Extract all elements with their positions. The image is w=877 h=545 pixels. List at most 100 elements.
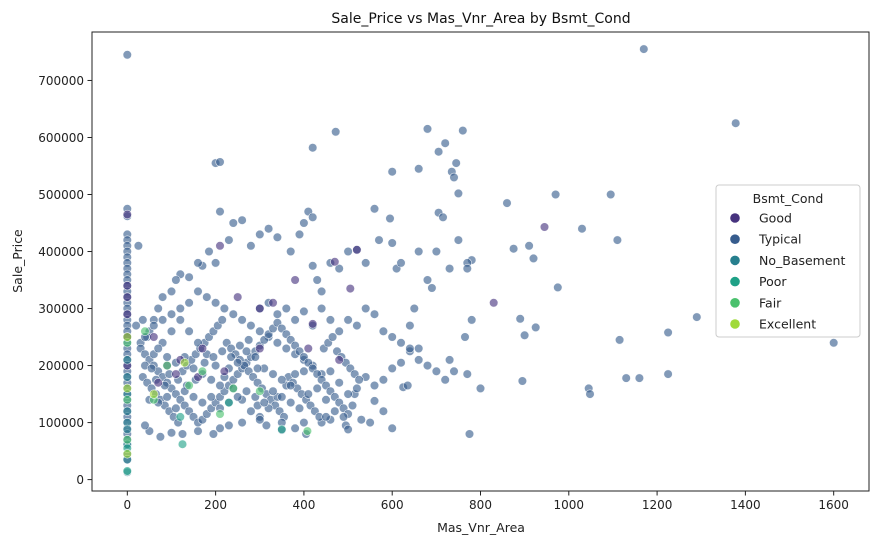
chart-title: Sale_Price vs Mas_Vnr_Area by Bsmt_Cond — [331, 11, 630, 27]
point-typical-81 — [585, 389, 595, 399]
point-excellent-4 — [149, 389, 159, 399]
point-typical-93 — [427, 283, 437, 293]
point-fair-1 — [215, 409, 225, 419]
point-typical-122 — [140, 420, 150, 431]
x-tick-label-800: 800 — [469, 498, 492, 512]
point-typical-77 — [663, 369, 673, 379]
point-typical-145 — [272, 232, 283, 242]
point-typical-88 — [464, 429, 475, 439]
point-typical-369 — [244, 335, 254, 345]
point-good-25 — [219, 366, 229, 376]
point-typical-181 — [352, 321, 362, 331]
y-tick-label-600000: 600000 — [38, 131, 84, 145]
point-typical-44 — [731, 118, 741, 128]
point-typical-208 — [272, 338, 283, 348]
point-typical-357 — [147, 363, 157, 374]
point-typical-113 — [237, 418, 247, 428]
legend-label-excellent: Excellent — [759, 317, 816, 332]
point-typical-367 — [226, 352, 236, 362]
point-typical-70 — [528, 253, 539, 263]
point-typical-211 — [246, 321, 256, 331]
point-typical-47 — [422, 124, 433, 134]
point-typical-168 — [133, 241, 143, 251]
x-tick-label-200: 200 — [204, 498, 227, 512]
point-typical-352 — [250, 352, 260, 362]
point-typical-68 — [508, 244, 519, 254]
point-typical-159 — [171, 275, 181, 285]
point-typical-345 — [188, 363, 199, 374]
point-typical-59 — [606, 189, 616, 200]
point-good-11 — [308, 319, 318, 329]
x-tick-label-0: 0 — [123, 498, 131, 512]
point-typical-84 — [519, 330, 530, 340]
point-typical-183 — [369, 309, 380, 319]
point-typical-118 — [177, 429, 188, 439]
point-typical-160 — [166, 286, 177, 297]
point-typical-210 — [255, 326, 265, 336]
point-typical-340 — [299, 366, 309, 376]
point-typical-61 — [612, 235, 623, 245]
point-typical-172 — [272, 309, 283, 319]
point-typical-102 — [378, 406, 389, 416]
point-typical-388 — [294, 403, 305, 413]
point-typical-139 — [317, 286, 327, 297]
point-typical-154 — [204, 246, 214, 257]
point-good-12 — [290, 275, 300, 285]
point-typical-180 — [343, 315, 353, 325]
point-typical-348 — [215, 380, 225, 391]
point-typical-321 — [354, 375, 364, 385]
point-typical-100 — [387, 423, 397, 433]
point-typical-92 — [422, 275, 433, 285]
legend-label-no_basement: No_Basement — [759, 253, 845, 268]
point-typical-54 — [414, 164, 424, 174]
point-typical-200 — [343, 389, 353, 399]
point-typical-134 — [453, 235, 464, 245]
point-fair-0 — [302, 426, 313, 436]
point-typical-221 — [158, 315, 168, 325]
point-typical-182 — [361, 303, 371, 314]
point-typical-315 — [328, 332, 338, 342]
point-typical-368 — [235, 341, 245, 351]
point-good-24 — [255, 343, 265, 354]
x-axis: 0 200 400 600 800 1000 1200 1400 1600 — [123, 491, 849, 512]
point-good-27 — [171, 369, 181, 379]
point-no_basement-1 — [122, 372, 132, 382]
point-typical-130 — [396, 258, 406, 268]
point-typical-386 — [277, 392, 287, 402]
point-typical-120 — [155, 432, 165, 442]
point-typical-48 — [458, 126, 468, 136]
point-typical-46 — [331, 127, 341, 137]
y-tick-label-0: 0 — [76, 473, 84, 487]
point-typical-325 — [166, 326, 177, 336]
point-typical-169 — [138, 315, 148, 325]
point-good-21 — [149, 332, 159, 342]
point-typical-342 — [162, 352, 172, 362]
x-axis-label: Mas_Vnr_Area — [437, 520, 525, 535]
point-typical-179 — [334, 326, 344, 336]
point-good-7 — [489, 298, 499, 308]
point-typical-190 — [431, 366, 442, 376]
point-fair-10 — [162, 361, 172, 371]
point-typical-197 — [369, 380, 380, 391]
point-typical-78 — [621, 373, 631, 383]
legend: Bsmt_Cond Good Typical No_Basement Poor Fair E… — [715, 184, 861, 338]
x-tick-label-400: 400 — [292, 498, 315, 512]
point-poor-5 — [175, 412, 185, 422]
point-typical-53 — [387, 167, 397, 177]
point-typical-151 — [224, 235, 234, 245]
point-good-6 — [539, 222, 550, 232]
x-tick-label-1600: 1600 — [818, 498, 849, 512]
point-typical-55 — [449, 172, 459, 182]
point-good-0 — [122, 209, 132, 220]
point-poor-1 — [122, 466, 132, 476]
point-typical-382 — [241, 386, 252, 396]
point-typical-49 — [440, 138, 450, 148]
point-good-8 — [330, 257, 340, 267]
point-typical-105 — [343, 424, 353, 435]
point-typical-115 — [215, 423, 225, 433]
point-excellent-2 — [122, 332, 132, 342]
y-tick-label-700000: 700000 — [38, 74, 84, 88]
point-good-17 — [197, 343, 207, 354]
legend-box — [715, 184, 861, 338]
